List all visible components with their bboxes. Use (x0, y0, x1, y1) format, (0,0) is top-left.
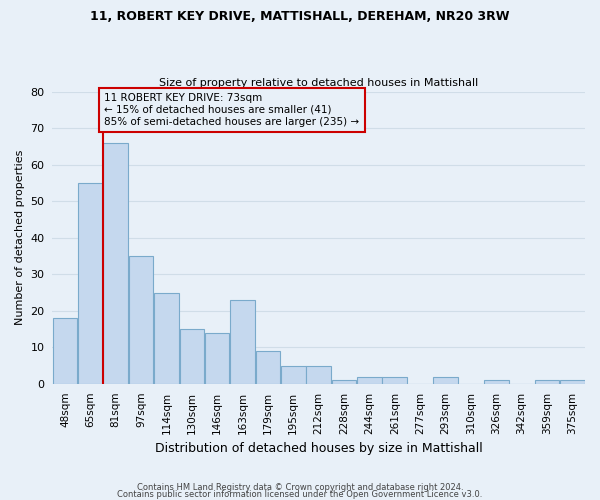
Bar (78, 183, 103, 384)
Bar (179, 329, 204, 384)
Bar (560, 380, 584, 384)
Bar (230, 300, 255, 384)
Text: 11, ROBERT KEY DRIVE, MATTISHALL, DEREHAM, NR20 3RW: 11, ROBERT KEY DRIVE, MATTISHALL, DEREHA… (90, 10, 510, 23)
Text: Contains public sector information licensed under the Open Government Licence v3: Contains public sector information licen… (118, 490, 482, 499)
Text: Contains HM Land Registry data © Crown copyright and database right 2024.: Contains HM Land Registry data © Crown c… (137, 484, 463, 492)
Bar (332, 380, 356, 384)
Title: Size of property relative to detached houses in Mattishall: Size of property relative to detached ho… (159, 78, 478, 88)
Bar (103, 142, 128, 384)
Bar (535, 380, 559, 384)
Bar (433, 376, 458, 384)
Bar (129, 256, 154, 384)
Bar (307, 366, 331, 384)
Bar (205, 332, 229, 384)
X-axis label: Distribution of detached houses by size in Mattishall: Distribution of detached houses by size … (155, 442, 482, 455)
Bar (154, 292, 179, 384)
Y-axis label: Number of detached properties: Number of detached properties (15, 150, 25, 326)
Bar (256, 351, 280, 384)
Bar (484, 380, 509, 384)
Bar (281, 366, 305, 384)
Bar (382, 376, 407, 384)
Text: 11 ROBERT KEY DRIVE: 73sqm
← 15% of detached houses are smaller (41)
85% of semi: 11 ROBERT KEY DRIVE: 73sqm ← 15% of deta… (104, 94, 359, 126)
Bar (53, 318, 77, 384)
Bar (357, 376, 382, 384)
